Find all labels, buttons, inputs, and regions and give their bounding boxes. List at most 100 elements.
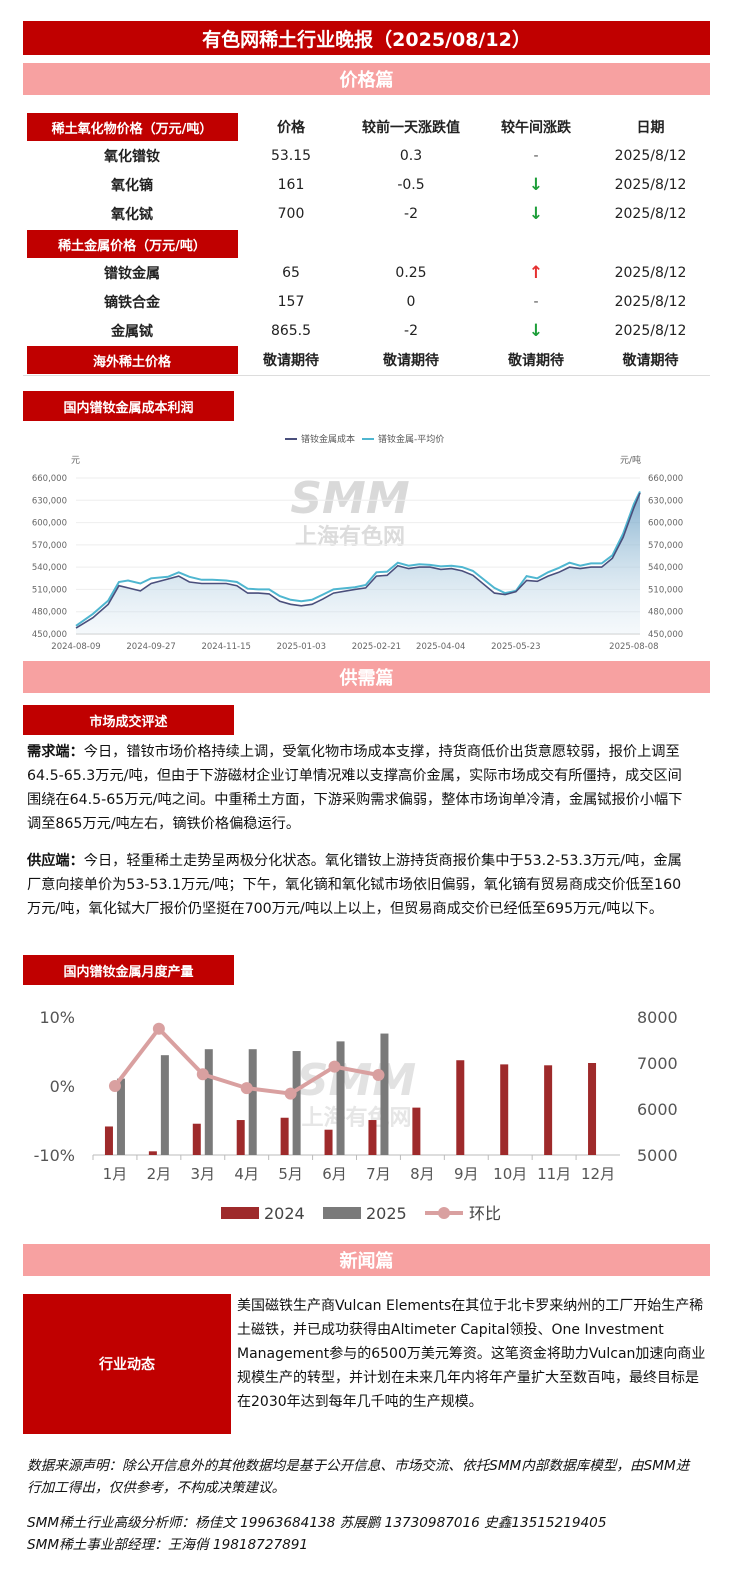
price-value: 865.5	[270, 323, 312, 339]
mom-point	[328, 1060, 341, 1073]
noon-trend-icon: ↓	[528, 321, 544, 341]
change-value: -2	[404, 206, 418, 222]
report-title: 有色网稀土行业晚报（2025/08/12）	[23, 21, 710, 55]
demand-paragraph: 需求端：今日，镨钕市场价格持续上调，受氧化物市场成本支撑，持货商低价出货意愿较弱…	[27, 740, 691, 836]
legend-mom-label: 环比	[469, 1204, 501, 1223]
y-tick-right: 540,000	[648, 563, 683, 573]
bar-2024	[324, 1129, 333, 1155]
overseas-value: 敬请期待	[508, 353, 564, 369]
left-axis-unit: 元	[71, 456, 80, 466]
mom-point	[240, 1082, 253, 1095]
watermark-logo: SMM	[297, 1055, 416, 1106]
mom-point	[196, 1068, 209, 1081]
legend-2024-swatch	[221, 1207, 259, 1219]
price-row: 氧化镝 161 -0.5 ↓ 2025/8/12	[23, 170, 710, 200]
news-text: 美国磁铁生产商Vulcan Elements在其位于北卡罗来纳州的工厂开始生产稀…	[237, 1298, 706, 1410]
price-value: 700	[277, 206, 305, 222]
product-name: 镝铁合金	[104, 295, 160, 311]
change-value: 0	[406, 294, 416, 310]
section-price: 价格篇	[23, 63, 710, 95]
bar-2025	[292, 1051, 301, 1155]
x-tick: 5月	[278, 1165, 303, 1183]
price-row: 镨钕金属 65 0.25 ↑ 2025/8/12	[23, 258, 710, 288]
y-tick-right: 600,000	[648, 519, 683, 529]
price-row: 金属铽 865.5 -2 ↓ 2025/8/12	[23, 316, 710, 346]
legend-cost-label: 镨钕金属成本	[301, 433, 355, 445]
metal-header-row: 稀土金属价格（万元/吨）	[23, 229, 710, 259]
overseas-label: 海外稀土价格	[26, 346, 238, 374]
product-name: 金属铽	[111, 324, 153, 340]
date-value: 2025/8/12	[614, 177, 687, 193]
noon-trend-icon: ↓	[528, 175, 544, 195]
bar-2025	[380, 1033, 389, 1155]
price-table-header: 稀土氧化物价格（万元/吨） 价格 较前一天涨跌值 较午间涨跌 日期	[23, 112, 710, 142]
y-tick-right: 660,000	[648, 474, 683, 484]
y-tick-right: 6000	[637, 1100, 678, 1119]
product-name: 镨钕金属	[104, 266, 160, 282]
news-block: 行业动态 美国磁铁生产商Vulcan Elements在其位于北卡罗来纳州的工厂…	[23, 1294, 710, 1434]
watermark-text: 上海有色网	[301, 1105, 411, 1131]
y-tick-left: 570,000	[32, 541, 67, 551]
bar-2024	[368, 1120, 377, 1155]
noon-trend-icon: ↓	[528, 204, 544, 224]
legend-2025-label: 2025	[366, 1204, 407, 1223]
table-divider	[23, 375, 710, 376]
x-tick: 2024-11-15	[201, 642, 250, 652]
bar-2024	[588, 1063, 597, 1155]
oxide-price-header: 稀土氧化物价格（万元/吨）	[26, 113, 238, 141]
y-tick-right: 450,000	[648, 630, 683, 640]
change-value: -2	[404, 323, 418, 339]
price-row: 镝铁合金 157 0 - 2025/8/12	[23, 287, 710, 317]
x-tick: 2025-04-04	[416, 642, 465, 652]
noon-trend-icon: -	[533, 148, 539, 164]
analyst-contacts: SMM稀土行业高级分析师：杨佳文 19963684138 苏展鹏 1373098…	[27, 1515, 607, 1531]
overseas-value: 敬请期待	[622, 353, 679, 369]
x-tick: 2月	[147, 1165, 172, 1183]
metal-price-header: 稀土金属价格（万元/吨）	[26, 230, 238, 258]
x-tick: 8月	[410, 1165, 435, 1183]
y-tick-right: 8000	[637, 1008, 678, 1027]
y-tick-left: 600,000	[32, 519, 67, 529]
product-name: 氧化镨钕	[104, 149, 160, 165]
bar-2024	[104, 1126, 113, 1155]
x-tick: 10月	[493, 1165, 527, 1183]
disclaimer: 数据来源声明：除公开信息外的其他数据均是基于公开信息、市场交流、依托SMM内部数…	[27, 1458, 690, 1496]
y-tick-right: 7000	[637, 1054, 678, 1073]
price-row: 氧化镨钕 53.15 0.3 - 2025/8/12	[23, 141, 710, 171]
bar-2025	[336, 1041, 345, 1155]
manager-contact: SMM稀土事业部经理：王海俏 19818727891	[27, 1537, 309, 1553]
price-row: 氧化铽 700 -2 ↓ 2025/8/12	[23, 199, 710, 229]
x-tick: 2024-08-09	[51, 642, 100, 652]
change-value: -0.5	[397, 177, 425, 193]
x-tick: 4月	[234, 1165, 259, 1183]
supply-text: 今日，轻重稀土走势呈两极分化状态。氧化镨钕上游持货商报价集中于53.2-53.3…	[27, 853, 682, 917]
section-supply: 供需篇	[23, 661, 710, 693]
overseas-value: 敬请期待	[383, 353, 439, 369]
bar-2024	[236, 1120, 245, 1155]
watermark-logo: SMM	[290, 473, 409, 524]
y-tick-left: 480,000	[32, 608, 67, 618]
col-noon: 较午间涨跌	[501, 120, 571, 136]
date-value: 2025/8/12	[614, 323, 687, 339]
y-tick-left: 450,000	[32, 630, 67, 640]
y-tick-left: 10%	[39, 1008, 75, 1027]
market-label: 市场成交评述	[23, 705, 234, 735]
cost-line	[75, 492, 641, 629]
x-tick: 11月	[537, 1165, 571, 1183]
bar-2024	[456, 1060, 465, 1155]
price-value: 53.15	[270, 148, 312, 164]
y-tick-right: 480,000	[648, 608, 683, 618]
bar-2024	[192, 1123, 201, 1155]
y-tick-left: -10%	[34, 1146, 75, 1165]
supply-paragraph: 供应端：今日，轻重稀土走势呈两极分化状态。氧化镨钕上游持货商报价集中于53.2-…	[27, 849, 691, 921]
bar-2025	[204, 1049, 213, 1155]
noon-trend-icon: -	[533, 294, 539, 310]
price-value: 161	[277, 177, 305, 193]
overseas-row: 海外稀土价格 敬请期待 敬请期待 敬请期待 敬请期待	[23, 345, 710, 375]
y-tick-right: 510,000	[648, 585, 683, 595]
y-tick-left: 630,000	[32, 496, 67, 506]
legend-2024-label: 2024	[264, 1204, 305, 1223]
supply-label: 供应端：	[27, 853, 84, 869]
